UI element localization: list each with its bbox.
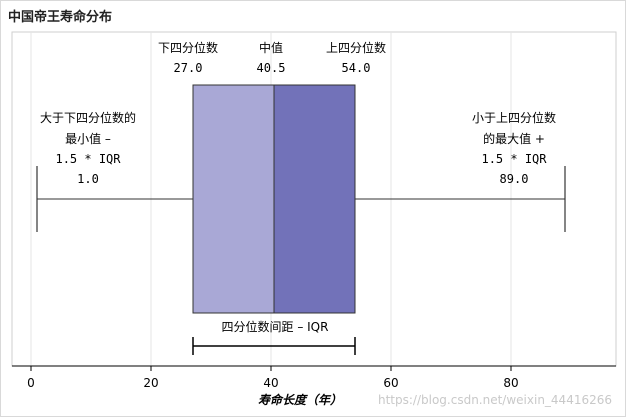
iqr-label: 四分位数间距 – IQR <box>222 319 329 334</box>
median-value: 40.5 <box>257 61 286 75</box>
q1-label: 下四分位数 <box>158 40 218 55</box>
q3-value: 54.0 <box>342 61 371 75</box>
high-label-line1: 小于上四分位数 <box>472 110 556 125</box>
x-tick-label: 40 <box>263 376 278 390</box>
low-value: 1.0 <box>77 172 99 186</box>
x-axis-label: 寿命长度（年） <box>258 393 342 407</box>
box-upper-half <box>273 84 356 314</box>
watermark: https://blog.csdn.net/weixin_44416266 <box>378 393 612 407</box>
low-label-line1: 大于下四分位数的 <box>40 110 136 125</box>
x-tick-label: 60 <box>383 376 398 390</box>
high-label-line2: 的最大值 + <box>483 131 545 146</box>
chart-title: 中国帝王寿命分布 <box>8 10 113 25</box>
q3-label: 上四分位数 <box>326 40 386 55</box>
x-tick-label: 20 <box>143 376 158 390</box>
high-value: 89.0 <box>500 172 529 186</box>
box-lower-half <box>192 84 275 314</box>
x-tick-label: 80 <box>503 376 518 390</box>
x-tick-label: 0 <box>27 376 35 390</box>
iqr-bracket <box>192 337 356 355</box>
high-label-line3: 1.5 * IQR <box>481 152 547 166</box>
median-label: 中值 <box>259 40 283 55</box>
q1-value: 27.0 <box>174 61 203 75</box>
low-label-line3: 1.5 * IQR <box>55 152 121 166</box>
x-axis-ticks: 0 20 40 60 80 <box>27 366 519 390</box>
low-label-line2: 最小值 – <box>65 131 111 146</box>
